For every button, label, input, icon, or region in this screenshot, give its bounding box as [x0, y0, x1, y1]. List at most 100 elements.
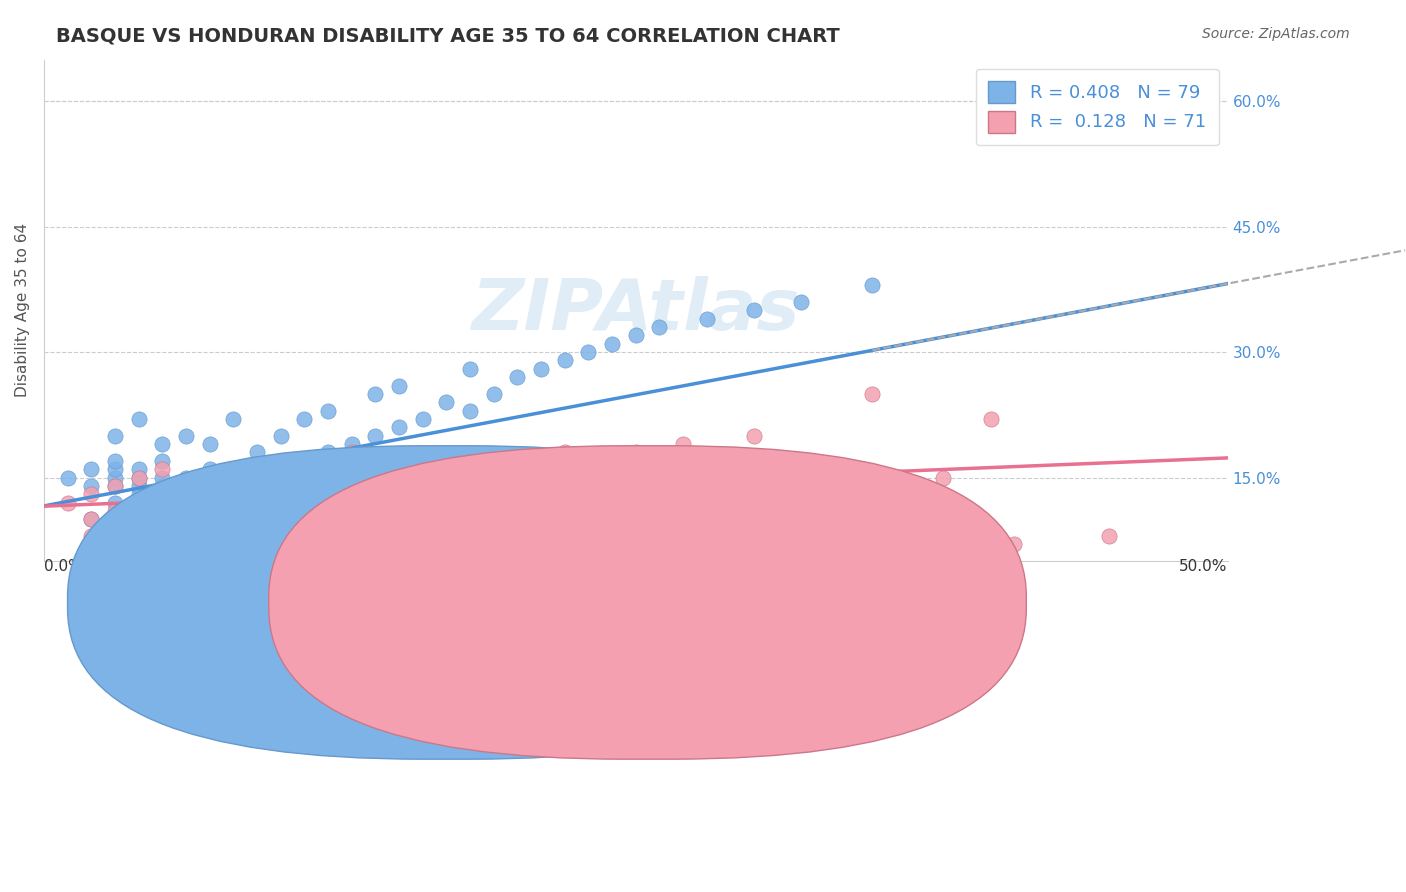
Point	[316, 504, 339, 518]
Point	[222, 487, 245, 501]
Point	[222, 412, 245, 426]
Point	[862, 479, 884, 493]
Point	[104, 428, 127, 442]
Point	[104, 495, 127, 509]
Point	[412, 470, 434, 484]
Point	[128, 504, 150, 518]
Point	[576, 345, 599, 359]
Point	[292, 521, 315, 535]
Point	[506, 462, 529, 476]
Text: Basques: Basques	[461, 601, 526, 616]
Point	[174, 470, 197, 484]
Point	[316, 504, 339, 518]
Point	[554, 504, 576, 518]
Point	[150, 495, 173, 509]
Point	[340, 512, 363, 526]
Point	[198, 504, 221, 518]
Point	[80, 512, 103, 526]
Point	[128, 479, 150, 493]
Point	[600, 336, 623, 351]
Point	[388, 454, 411, 468]
Point	[292, 512, 315, 526]
Point	[80, 487, 103, 501]
Point	[624, 328, 647, 343]
Point	[624, 445, 647, 459]
Point	[742, 479, 765, 493]
Point	[292, 487, 315, 501]
Point	[458, 403, 481, 417]
Text: 0.0%: 0.0%	[44, 558, 83, 574]
Point	[292, 454, 315, 468]
Point	[364, 428, 387, 442]
Point	[198, 462, 221, 476]
Point	[340, 495, 363, 509]
Point	[1004, 537, 1026, 551]
Legend: R = 0.408   N = 79, R =  0.128   N = 71: R = 0.408 N = 79, R = 0.128 N = 71	[976, 69, 1219, 145]
Point	[270, 512, 292, 526]
Point	[434, 504, 457, 518]
Point	[506, 495, 529, 509]
Point	[104, 479, 127, 493]
Point	[648, 320, 671, 334]
Point	[530, 454, 553, 468]
Point	[246, 495, 269, 509]
Y-axis label: Disability Age 35 to 64: Disability Age 35 to 64	[15, 223, 30, 398]
FancyBboxPatch shape	[269, 446, 1026, 759]
Point	[862, 387, 884, 401]
Point	[624, 537, 647, 551]
Point	[104, 512, 127, 526]
Point	[246, 445, 269, 459]
Point	[198, 437, 221, 451]
Point	[104, 479, 127, 493]
Point	[80, 462, 103, 476]
Point	[316, 462, 339, 476]
Point	[388, 420, 411, 434]
Point	[246, 487, 269, 501]
Point	[270, 428, 292, 442]
Point	[388, 521, 411, 535]
Point	[458, 362, 481, 376]
Point	[128, 470, 150, 484]
Text: Source: ZipAtlas.com: Source: ZipAtlas.com	[1202, 27, 1350, 41]
Point	[198, 495, 221, 509]
Point	[624, 487, 647, 501]
Point	[222, 479, 245, 493]
Point	[246, 462, 269, 476]
Point	[270, 462, 292, 476]
Point	[790, 295, 813, 310]
Point	[128, 512, 150, 526]
Point	[174, 504, 197, 518]
Point	[128, 487, 150, 501]
Point	[742, 428, 765, 442]
Text: BASQUE VS HONDURAN DISABILITY AGE 35 TO 64 CORRELATION CHART: BASQUE VS HONDURAN DISABILITY AGE 35 TO …	[56, 27, 839, 45]
Point	[198, 479, 221, 493]
Point	[600, 454, 623, 468]
Point	[364, 470, 387, 484]
Point	[316, 479, 339, 493]
Point	[150, 521, 173, 535]
Point	[340, 437, 363, 451]
Point	[672, 437, 695, 451]
Point	[696, 311, 718, 326]
Point	[150, 462, 173, 476]
Point	[364, 387, 387, 401]
Point	[128, 529, 150, 543]
Point	[790, 487, 813, 501]
Point	[150, 487, 173, 501]
Point	[104, 454, 127, 468]
Point	[150, 479, 173, 493]
Point	[174, 487, 197, 501]
Point	[554, 353, 576, 368]
Point	[388, 479, 411, 493]
Point	[174, 479, 197, 493]
Point	[198, 470, 221, 484]
Point	[270, 470, 292, 484]
Point	[482, 454, 505, 468]
Point	[56, 495, 79, 509]
Point	[434, 462, 457, 476]
Point	[104, 521, 127, 535]
Point	[150, 470, 173, 484]
Point	[412, 412, 434, 426]
Point	[150, 504, 173, 518]
Point	[174, 495, 197, 509]
